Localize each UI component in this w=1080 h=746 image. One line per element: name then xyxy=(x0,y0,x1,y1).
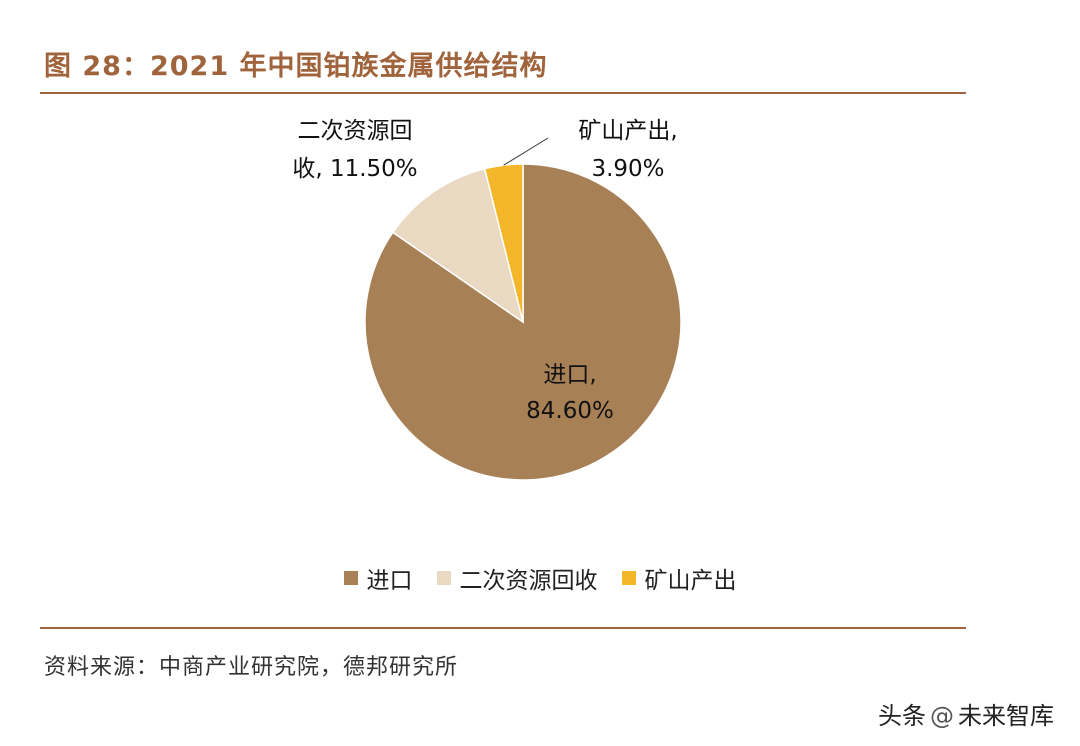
data-label-recycling: 二次资源回收, 11.50% xyxy=(292,118,417,182)
watermark-prefix: 头条 xyxy=(878,702,926,730)
legend-label-recycling: 二次资源回收 xyxy=(459,568,598,594)
legend-swatch-import xyxy=(343,571,358,585)
source-divider xyxy=(40,627,966,629)
legend-item-recycling: 二次资源回收 xyxy=(436,561,598,595)
legend-item-import: 进口 xyxy=(343,561,413,595)
watermark: 头条 @ 未来智库 xyxy=(878,696,1054,731)
chart-legend: 进口 二次资源回收 矿山产出 xyxy=(0,561,1080,595)
legend-label-mine: 矿山产出 xyxy=(644,568,737,594)
legend-swatch-recycling xyxy=(436,571,451,585)
pie-slice-mine xyxy=(483,163,524,323)
source-note: 资料来源：中商产业研究院，德邦研究所 xyxy=(44,655,459,680)
legend-item-mine: 矿山产出 xyxy=(621,561,737,595)
figure-title: 图 28：2021 年中国铂族金属供给结构 xyxy=(44,51,548,82)
data-label-mine: 矿山产出, 3.90% xyxy=(578,118,677,182)
watermark-name: 未来智库 xyxy=(958,702,1054,730)
legend-swatch-mine xyxy=(621,571,636,585)
title-divider xyxy=(40,92,966,94)
pie-slice-recycling xyxy=(391,167,525,324)
at-icon: @ xyxy=(930,702,954,730)
leader-line-mine xyxy=(503,137,549,166)
data-label-import: 进口, 84.60% xyxy=(526,362,614,424)
legend-label-import: 进口 xyxy=(366,568,413,594)
